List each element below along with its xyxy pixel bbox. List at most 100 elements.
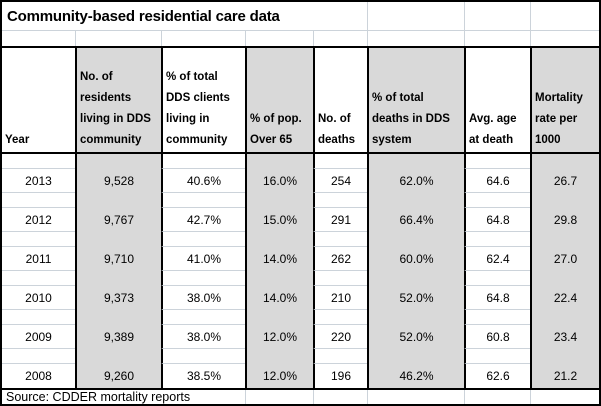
data-cell: 27.0 [530, 247, 599, 271]
col-header-deaths: No. of deaths [313, 48, 367, 152]
data-cell: 9,389 [75, 325, 161, 349]
spacer-cell [245, 31, 313, 46]
spacer-cell [313, 349, 367, 364]
data-cell: 52.0% [367, 325, 464, 349]
data-cell: 15.0% [245, 208, 313, 232]
spacer-cell [75, 271, 161, 286]
table-row: 2013 9,528 40.6% 16.0% 254 62.0% 64.6 26… [2, 169, 599, 193]
spacer-cell [161, 154, 245, 169]
data-cell: 23.4 [530, 325, 599, 349]
spacer-row [2, 349, 599, 364]
title-empty-cell [530, 2, 599, 30]
spacer-cell [367, 271, 464, 286]
data-cell: 254 [313, 169, 367, 193]
spacer-cell [245, 349, 313, 364]
spacer-cell [161, 271, 245, 286]
spacer-row [2, 310, 599, 325]
data-cell: 42.7% [161, 208, 245, 232]
data-cell: 52.0% [367, 286, 464, 310]
table-row: 2008 9,260 38.5% 12.0% 196 46.2% 62.6 21… [2, 364, 599, 388]
spacer-cell [464, 31, 530, 46]
source-empty-cell [245, 390, 313, 404]
data-cell: 9,260 [75, 364, 161, 388]
spacer-cell [75, 193, 161, 208]
title-row: Community-based residential care data [2, 2, 599, 31]
col-header-year: Year [5, 134, 30, 146]
col-header-residents: No. of residents living in DDS community [75, 48, 161, 152]
source-empty-cell [161, 390, 245, 404]
data-cell: 64.6 [464, 169, 530, 193]
source-empty-cell [313, 390, 367, 404]
data-cell: 21.2 [530, 364, 599, 388]
spacer-cell [161, 232, 245, 247]
title-empty-cell [313, 2, 367, 30]
spacer-cell [464, 310, 530, 325]
data-cell: 62.0% [367, 169, 464, 193]
data-cell: 16.0% [245, 169, 313, 193]
data-cell: 26.7 [530, 169, 599, 193]
data-cell: 12.0% [245, 364, 313, 388]
spacer-cell [2, 271, 75, 286]
spacer-row [2, 154, 599, 169]
data-cell: 38.0% [161, 286, 245, 310]
spacer-row [2, 232, 599, 247]
spacer-cell [2, 154, 75, 169]
spacer-cell [464, 271, 530, 286]
title-cell: Community-based residential care data [2, 2, 280, 30]
spacer-cell [530, 154, 599, 169]
title-empty-cell [245, 2, 313, 30]
col-header-pct-pop-over65: % of pop. Over 65 [245, 48, 313, 152]
spacer-cell [245, 232, 313, 247]
year-cell: 2012 [2, 208, 75, 232]
title-empty-cell [75, 2, 161, 30]
spacer-cell [530, 349, 599, 364]
source-row: Source: CDDER mortality reports [2, 388, 599, 404]
data-cell: 9,767 [75, 208, 161, 232]
data-cell: 9,528 [75, 169, 161, 193]
data-cell: 210 [313, 286, 367, 310]
spacer-cell [245, 193, 313, 208]
col-header-pct-deaths: % of total deaths in DDS system [367, 48, 464, 152]
data-cell: 291 [313, 208, 367, 232]
spacer-cell [367, 310, 464, 325]
data-cell: 38.5% [161, 364, 245, 388]
spacer-cell [313, 154, 367, 169]
spacer-cell [313, 31, 367, 46]
data-cell: 220 [313, 325, 367, 349]
source-empty-cell [367, 390, 464, 404]
spacer-cell [530, 310, 599, 325]
spacer-cell [2, 310, 75, 325]
spacer-cell [464, 193, 530, 208]
col-header-pct-clients: % of total DDS clients living in communi… [161, 48, 245, 152]
spacer-cell [161, 310, 245, 325]
spacer-cell [2, 31, 75, 46]
title-empty-cell [367, 2, 464, 30]
year-cell: 2008 [25, 369, 52, 383]
spacer-cell [367, 349, 464, 364]
data-cell: 66.4% [367, 208, 464, 232]
source-empty-cell [464, 390, 530, 404]
data-cell: 60.0% [367, 247, 464, 271]
spacer-cell [367, 232, 464, 247]
col-header-mortality-rate: Mortality rate per 1000 [530, 48, 599, 152]
page-title: Community-based residential care data [7, 7, 280, 25]
source-empty-cell [530, 390, 599, 404]
table-row: 2011 9,710 41.0% 14.0% 262 60.0% 62.4 27… [2, 247, 599, 271]
spacer-cell [367, 154, 464, 169]
data-cell: 9,710 [75, 247, 161, 271]
spacer-row [2, 193, 599, 208]
spacer-cell [530, 271, 599, 286]
header-row: Year No. of residents living in DDS comm… [2, 46, 599, 154]
data-cell: 41.0% [161, 247, 245, 271]
spacer-cell [464, 232, 530, 247]
spacer-cell [530, 31, 599, 46]
spacer-cell [2, 193, 75, 208]
title-empty-cell [464, 2, 530, 30]
spacer-cell [161, 31, 245, 46]
data-cell: 262 [313, 247, 367, 271]
source-cell: Source: CDDER mortality reports [2, 390, 190, 404]
spacer-row [2, 271, 599, 286]
data-cell: 46.2% [367, 364, 464, 388]
data-cell: 40.6% [161, 169, 245, 193]
